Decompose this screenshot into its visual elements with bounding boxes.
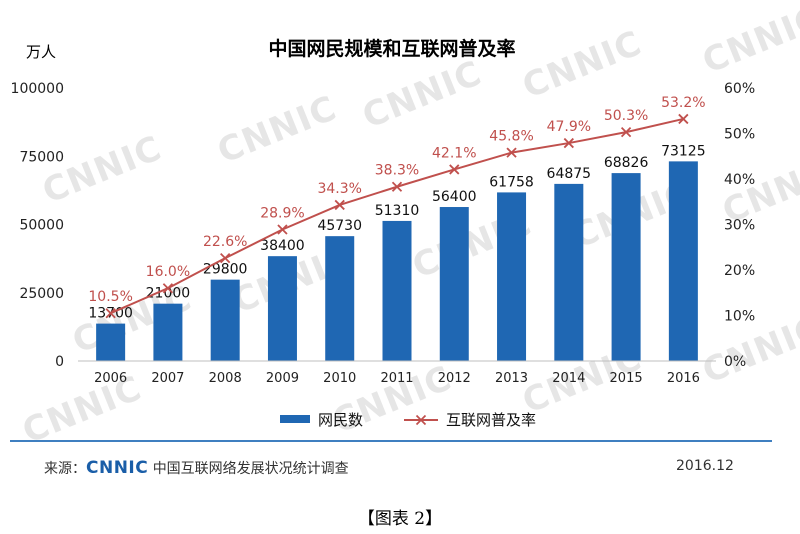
bar — [382, 220, 412, 361]
y-left-tick-label: 25000 — [19, 286, 64, 302]
line-point-marker — [678, 113, 689, 125]
bar — [611, 173, 641, 361]
x-tick-label: 2006 — [94, 371, 127, 386]
line-point-marker — [220, 253, 231, 264]
line-point-marker — [449, 164, 460, 175]
bar — [497, 192, 527, 361]
line-point-label: 53.2% — [661, 95, 705, 111]
bar-value-label: 45730 — [317, 218, 362, 234]
line-point-label: 50.3% — [604, 108, 648, 124]
bar-value-label: 38400 — [260, 238, 305, 254]
y-right-tick-label: 20% — [724, 263, 755, 279]
line-point-marker — [105, 308, 116, 319]
line-point-label: 34.3% — [317, 181, 361, 197]
bar — [96, 323, 126, 361]
bar-value-label: 73125 — [661, 143, 706, 159]
bar-value-label: 68826 — [604, 155, 649, 171]
bar — [554, 183, 584, 361]
bar — [668, 161, 698, 361]
cnnic-logo: CNNIC — [86, 458, 149, 478]
line-point-label: 42.1% — [432, 145, 476, 161]
x-tick-label: 2014 — [552, 371, 585, 386]
line-point-marker — [162, 283, 174, 294]
y-axis-unit-label: 万人 — [26, 43, 56, 61]
y-left-tick-label: 0 — [55, 354, 64, 370]
line-point-marker — [620, 126, 632, 138]
bar — [439, 207, 469, 361]
x-tick-label: 2007 — [151, 371, 184, 386]
bar — [325, 236, 355, 361]
x-tick-label: 2012 — [438, 371, 471, 386]
line-point-label: 28.9% — [260, 206, 304, 222]
footer-date: 2016.12 — [676, 458, 734, 474]
marker-stroke — [334, 199, 345, 211]
line-point-label: 10.5% — [88, 289, 132, 305]
y-right-tick-label: 30% — [724, 218, 755, 234]
line-point-marker — [277, 224, 288, 235]
source-prefix: 来源： — [44, 461, 86, 477]
chart-title: 中国网民规模和互联网普及率 — [268, 37, 515, 60]
y-left-tick-label: 100000 — [11, 81, 64, 97]
y-right-tick-label: 40% — [724, 172, 755, 188]
x-tick-label: 2015 — [610, 371, 643, 386]
line-point-marker — [334, 199, 345, 211]
bar-value-label: 56400 — [432, 189, 477, 205]
marker-stroke — [449, 164, 460, 175]
x-tick-label: 2013 — [495, 371, 528, 386]
line-point-label: 47.9% — [547, 119, 591, 135]
legend-label: 互联网普及率 — [446, 411, 536, 429]
x-tick-label: 2008 — [209, 371, 242, 386]
x-tick-label: 2011 — [380, 371, 413, 386]
line-point-label: 45.8% — [489, 129, 533, 145]
bar-value-label: 21000 — [146, 286, 191, 302]
line-point-marker — [391, 181, 403, 192]
legend-marker — [415, 414, 427, 426]
y-right-tick-label: 0% — [724, 354, 746, 370]
y-left-tick-label: 75000 — [19, 149, 64, 165]
marker-stroke — [620, 126, 632, 138]
legend-label: 网民数 — [318, 411, 363, 429]
x-tick-label: 2010 — [323, 371, 356, 386]
marker-stroke — [105, 308, 116, 319]
bar — [267, 256, 297, 361]
source-org: 中国互联网络发展状况统计调查 — [152, 461, 349, 477]
marker-stroke — [162, 283, 174, 294]
marker-stroke — [220, 253, 231, 264]
y-right-tick-label: 50% — [724, 127, 755, 143]
marker-stroke — [277, 224, 288, 235]
bar-value-label: 29800 — [203, 262, 248, 278]
chart-canvas: 中国网民规模和互联网普及率 万人 13700210002980038400457… — [11, 37, 756, 429]
line-point-marker — [563, 137, 574, 149]
bar — [210, 279, 240, 361]
footer-divider — [10, 440, 772, 442]
line-point-label: 16.0% — [146, 264, 190, 280]
figure-caption: 【图表 2】 — [357, 509, 443, 529]
x-tick-label: 2016 — [667, 371, 700, 386]
y-right-tick-label: 60% — [724, 81, 755, 97]
bar — [153, 303, 183, 361]
bar-value-label: 51310 — [375, 203, 420, 219]
marker-stroke — [678, 113, 689, 125]
legend-swatch-bar — [280, 415, 310, 423]
marker-stroke — [391, 181, 403, 192]
marker-stroke — [563, 137, 574, 149]
footer-source: 来源：CNNIC 中国互联网络发展状况统计调查 — [44, 458, 349, 478]
line-point-label: 38.3% — [375, 163, 419, 179]
line-point-marker — [506, 147, 517, 158]
bar-value-label: 61758 — [489, 174, 534, 190]
y-right-tick-label: 10% — [724, 309, 755, 325]
x-tick-label: 2009 — [266, 371, 299, 386]
marker-stroke — [506, 147, 517, 158]
y-left-tick-label: 50000 — [19, 218, 64, 234]
line-point-label: 22.6% — [203, 234, 247, 250]
bar-value-label: 64875 — [547, 166, 592, 182]
